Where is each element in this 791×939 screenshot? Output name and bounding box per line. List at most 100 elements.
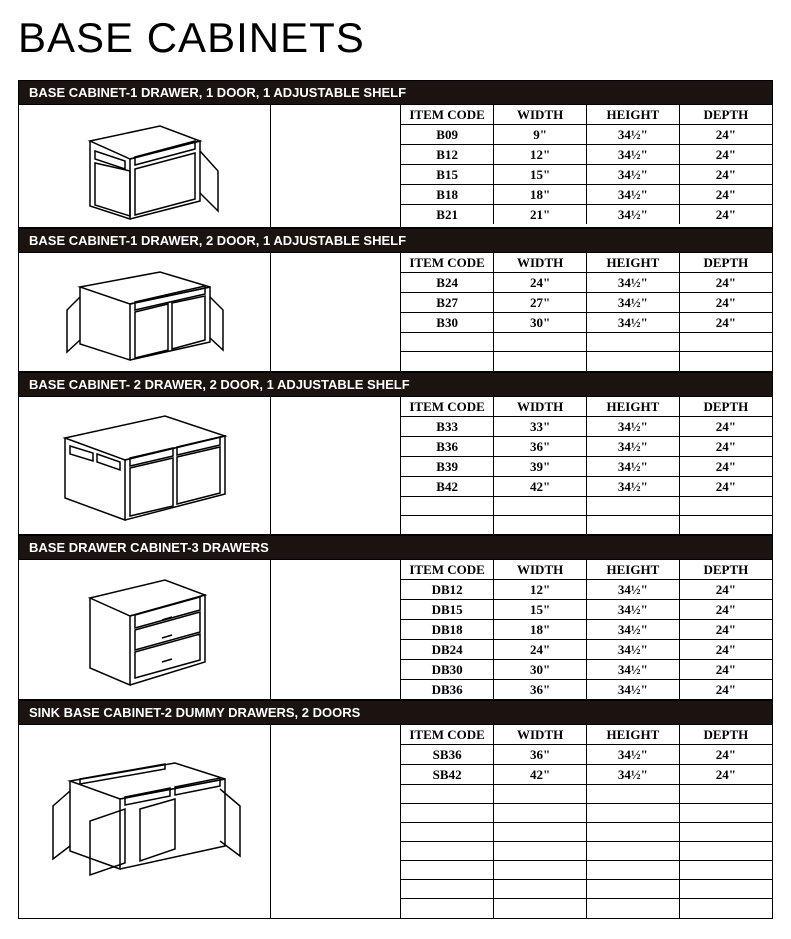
column-header: WIDTH [494,725,587,745]
page-title: BASE CABINETS [18,14,773,62]
table-row: DB1515"34½"24" [401,600,772,620]
table-cell: 9" [494,125,587,145]
table-cell: 18" [494,620,587,640]
table-cell: 34½" [587,125,680,145]
table-cell: 36" [494,745,587,765]
column-header: WIDTH [494,397,587,417]
column-header: WIDTH [494,560,587,580]
table-cell [401,352,494,371]
spec-table: ITEM CODEWIDTHHEIGHTDEPTHSB3636"34½"24"S… [401,725,772,918]
section-header: BASE DRAWER CABINET-3 DRAWERS [18,535,773,560]
cabinet-illustration [19,725,271,918]
table-row: DB3636"34½"24" [401,680,772,700]
table-cell: 24" [679,205,772,225]
section-header: BASE CABINET- 2 DRAWER, 2 DOOR, 1 ADJUST… [18,372,773,397]
table-cell: 24" [679,165,772,185]
cabinet-illustration [19,105,271,227]
table-row [401,880,772,899]
table-cell: 30" [494,313,587,333]
table-cell: 24" [679,745,772,765]
spacer-column [271,105,401,227]
table-cell [587,842,680,861]
section-header: BASE CABINET-1 DRAWER, 1 DOOR, 1 ADJUSTA… [18,80,773,105]
column-header: ITEM CODE [401,253,494,273]
table-cell: 34½" [587,205,680,225]
table-cell [401,899,494,918]
table-cell: 34½" [587,456,680,476]
table-cell: 39" [494,456,587,476]
table-cell [401,880,494,899]
column-header: WIDTH [494,105,587,125]
table-cell: B18 [401,185,494,205]
table-cell [494,899,587,918]
table-cell [401,333,494,352]
table-cell [679,496,772,515]
table-cell [401,515,494,534]
table-cell [587,861,680,880]
column-header: WIDTH [494,253,587,273]
table-cell: 34½" [587,165,680,185]
column-header: HEIGHT [587,253,680,273]
table-cell [401,496,494,515]
column-header: ITEM CODE [401,105,494,125]
column-header: HEIGHT [587,725,680,745]
table-row: B3939"34½"24" [401,456,772,476]
table-cell: 24" [679,436,772,456]
table-cell: 24" [679,293,772,313]
spec-table-container: ITEM CODEWIDTHHEIGHTDEPTHDB1212"34½"24"D… [401,560,772,699]
page: BASE CABINETS BASE CABINET-1 DRAWER, 1 D… [0,0,791,939]
table-cell: SB42 [401,765,494,785]
table-cell: DB24 [401,640,494,660]
table-cell [494,352,587,371]
table-cell: B42 [401,476,494,496]
table-cell: 24" [679,273,772,293]
spacer-column [271,725,401,918]
spec-table-container: ITEM CODEWIDTHHEIGHTDEPTHB2424"34½"24"B2… [401,253,772,371]
table-cell: 24" [679,185,772,205]
cabinet-illustration [19,253,271,371]
table-cell [679,899,772,918]
table-cell: 34½" [587,416,680,436]
table-cell: 34½" [587,145,680,165]
table-cell: 24" [679,680,772,700]
table-cell [494,785,587,804]
table-cell [587,352,680,371]
table-cell [679,352,772,371]
table-cell: DB30 [401,660,494,680]
table-row: DB3030"34½"24" [401,660,772,680]
table-cell: 34½" [587,476,680,496]
table-cell: 24" [679,600,772,620]
spacer-column [271,560,401,699]
table-cell [679,804,772,823]
table-cell: 34½" [587,580,680,600]
table-cell: DB18 [401,620,494,640]
column-header: DEPTH [679,105,772,125]
spacer-column [271,397,401,535]
column-header: DEPTH [679,560,772,580]
table-cell: 34½" [587,640,680,660]
column-header: DEPTH [679,725,772,745]
table-cell: 15" [494,165,587,185]
table-cell: 27" [494,293,587,313]
table-cell [494,861,587,880]
table-row: SB3636"34½"24" [401,745,772,765]
table-cell: 24" [679,145,772,165]
table-cell: 24" [679,640,772,660]
table-cell [494,842,587,861]
table-cell: 33" [494,416,587,436]
table-cell: 24" [679,476,772,496]
table-cell [587,785,680,804]
table-cell: B33 [401,416,494,436]
section-header: SINK BASE CABINET-2 DUMMY DRAWERS, 2 DOO… [18,700,773,725]
table-cell [401,842,494,861]
table-cell: B21 [401,205,494,225]
table-cell: 24" [679,416,772,436]
table-cell: 34½" [587,660,680,680]
table-cell: 18" [494,185,587,205]
section-body: ITEM CODEWIDTHHEIGHTDEPTHB099"34½"24"B12… [18,105,773,228]
table-row: B1515"34½"24" [401,165,772,185]
table-cell: 34½" [587,620,680,640]
table-row [401,333,772,352]
table-cell: DB36 [401,680,494,700]
column-header: HEIGHT [587,560,680,580]
